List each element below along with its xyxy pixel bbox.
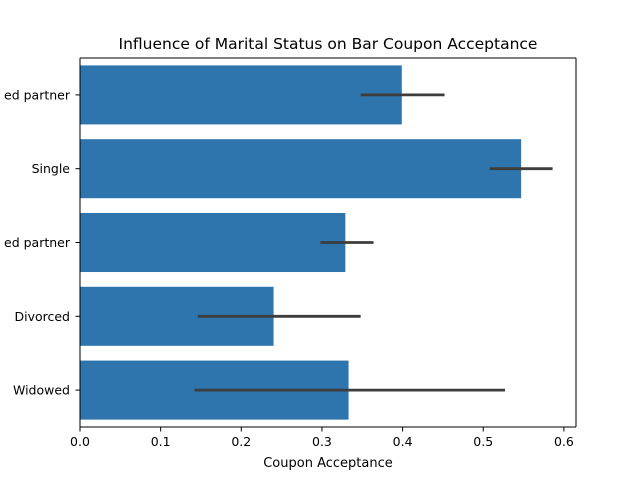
y-tick-label-1: ed partner: [4, 87, 71, 102]
x-tick-label-6: 0.5: [473, 434, 493, 449]
y-tick-label-4: Divorced: [14, 309, 70, 324]
ticks-layer: 0.0 0.1 0.2 0.3 0.4 0.5 0.6 ed partner Single ed …: [4, 87, 574, 449]
error-bars-layer: [194, 93, 553, 392]
x-tick-label-5: 0.4: [393, 434, 413, 449]
chart-title: Influence of Marital Status on Bar Coupo…: [119, 35, 538, 53]
axes-layer: [79, 57, 577, 428]
x-tick-label-1: 0.0: [70, 434, 90, 449]
x-tick-label-2: 0.1: [151, 434, 171, 449]
y-tick-label-3: ed partner: [4, 235, 71, 250]
bars-layer: [80, 65, 522, 420]
bar-1: [80, 65, 402, 125]
bar-2: [80, 139, 522, 199]
x-tick-label-4: 0.3: [312, 434, 332, 449]
y-tick-label-5: Widowed: [13, 383, 70, 398]
y-tick-label-2: Single: [32, 161, 71, 176]
bar-3: [80, 212, 346, 273]
x-axis-title: Coupon Acceptance: [263, 456, 393, 471]
x-tick-label-3: 0.2: [231, 434, 251, 449]
x-tick-label-7: 0.6: [554, 434, 574, 449]
